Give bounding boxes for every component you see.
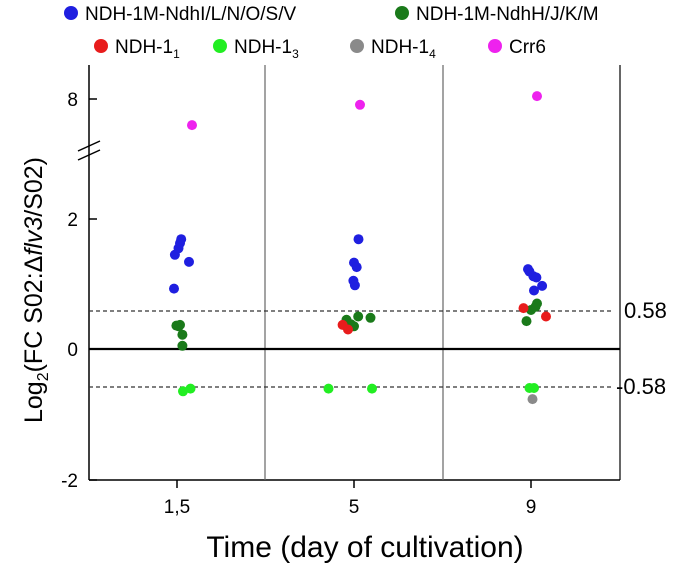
axis-break <box>77 140 101 161</box>
data-point-s0-p16 <box>537 280 548 291</box>
x-ticks: 1,5 5 9 <box>164 480 537 518</box>
data-points <box>169 91 551 405</box>
data-point-s3-p0 <box>178 386 188 397</box>
data-point-s2-p1 <box>343 324 353 335</box>
y-tick-label-2: 2 <box>67 210 78 231</box>
data-point-s3-p1 <box>185 383 196 394</box>
legend-marker-ndh1-1 <box>94 39 108 53</box>
data-point-s3-p2 <box>323 383 334 394</box>
data-point-s0-p0 <box>169 283 179 294</box>
legend-marker-ndh1-3 <box>213 39 227 53</box>
data-point-s1-p13 <box>521 316 532 327</box>
legend-marker-ndhh <box>395 6 409 20</box>
data-point-s5-p0 <box>187 120 197 131</box>
data-point-s1-p3 <box>177 329 188 340</box>
data-point-s1-p2 <box>175 319 185 330</box>
x-tick-label-9: 9 <box>526 497 537 518</box>
data-point-s2-p2 <box>518 303 529 314</box>
legend-marker-ndhi <box>64 6 78 20</box>
x-tick-label-5: 5 <box>349 497 360 518</box>
y-tick-label-8: 8 <box>67 90 78 111</box>
data-point-s1-p9 <box>365 312 376 323</box>
data-point-s0-p15 <box>529 285 539 296</box>
data-point-s3-p5 <box>529 383 539 393</box>
data-point-s0-p7 <box>349 280 360 291</box>
data-point-s3-p3 <box>367 383 377 394</box>
data-point-s1-p12 <box>532 298 542 309</box>
data-point-s2-p3 <box>541 311 551 322</box>
data-point-s4-p0 <box>527 394 538 405</box>
data-point-s0-p5 <box>184 256 194 267</box>
axis-break-mark-lower <box>77 149 101 161</box>
data-point-s0-p14 <box>531 272 542 283</box>
data-point-s0-p9 <box>351 262 362 273</box>
legend-label-crr6: Crr6 <box>509 37 546 58</box>
y-tick-label-minus-2: -2 <box>61 471 78 492</box>
data-point-s0-p4 <box>176 234 187 245</box>
data-point-s5-p2 <box>532 91 542 102</box>
y-tick-label-0: 0 <box>67 340 78 361</box>
reference-label-lower: -0.58 <box>616 374 666 399</box>
data-point-s1-p8 <box>353 311 364 322</box>
legend-marker-ndh1-4 <box>350 39 364 53</box>
legend-marker-crr6 <box>488 39 502 53</box>
y-ticks: 8 2 0 -2 <box>61 90 97 492</box>
data-point-s0-p10 <box>353 234 364 245</box>
legend-label-ndh1-4: NDH-14 <box>371 37 436 61</box>
x-axis-title: Time (day of cultivation) <box>206 531 523 564</box>
plot-frame <box>88 65 621 481</box>
legend: NDH-1M-NdhI/L/N/O/S/V NDH-1M-NdhH/J/K/M … <box>64 4 599 61</box>
data-point-s5-p1 <box>355 99 365 110</box>
x-tick-label-1-5: 1,5 <box>164 497 190 518</box>
legend-label-ndhh: NDH-1M-NdhH/J/K/M <box>416 4 599 25</box>
legend-label-ndh1-3: NDH-13 <box>234 37 299 61</box>
axis-break-mark-upper <box>77 140 101 152</box>
legend-label-ndhi: NDH-1M-NdhI/L/N/O/S/V <box>85 4 296 25</box>
legend-label-ndh1-1: NDH-11 <box>115 37 180 61</box>
data-point-s1-p4 <box>177 340 188 351</box>
y-axis-title: Log2(FC S02:Δflv3/S02) <box>20 157 52 423</box>
reference-label-upper: 0.58 <box>624 298 667 323</box>
